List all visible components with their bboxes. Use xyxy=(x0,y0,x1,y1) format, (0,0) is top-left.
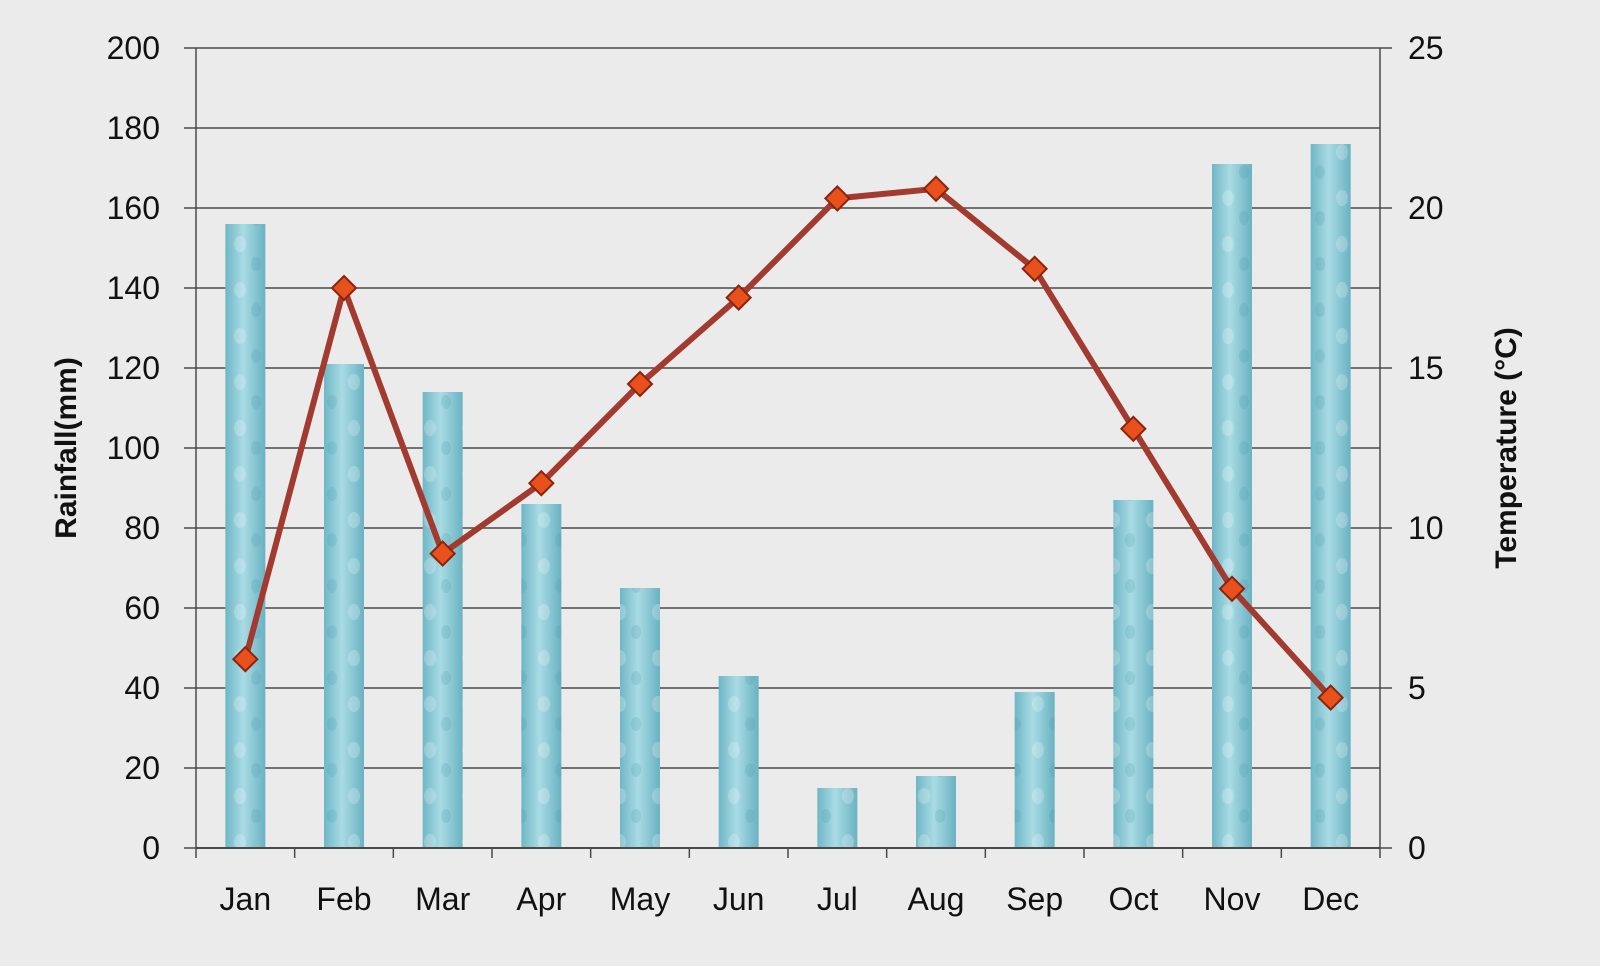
x-tick-label: Nov xyxy=(1204,881,1261,917)
bar-texture xyxy=(1310,144,1351,848)
rainfall-bars xyxy=(225,144,1351,848)
temperature-marker xyxy=(330,274,358,302)
temperature-marker xyxy=(429,540,457,568)
y-tick-label: 0 xyxy=(142,830,160,866)
temperature-marker xyxy=(527,469,555,497)
x-tick-label: Sep xyxy=(1006,881,1063,917)
bar-texture xyxy=(916,776,956,848)
y-tick-label: 80 xyxy=(124,510,160,546)
temperature-marker xyxy=(1119,415,1147,443)
temperature-marker xyxy=(231,645,259,673)
y2-tick-label: 15 xyxy=(1408,350,1444,386)
y-tick-label: 40 xyxy=(124,670,160,706)
bar-texture xyxy=(225,224,266,848)
y-axis-title: Rainfall(mm) xyxy=(50,357,83,539)
y-tick-label: 180 xyxy=(107,110,160,146)
x-tick-label: Aug xyxy=(908,881,965,917)
bar-texture xyxy=(324,364,364,848)
y-tick-label: 60 xyxy=(124,590,160,626)
y-tick-label: 120 xyxy=(107,350,160,386)
x-tick-label: Oct xyxy=(1108,881,1158,917)
bar-texture xyxy=(521,504,562,848)
tick-labels: 0 20 40 60 80 100 120 140 160 180 200 0 5 10 15 20 25 Jan… xyxy=(107,30,1444,917)
x-tick-label: Feb xyxy=(316,881,371,917)
x-tick-label: May xyxy=(610,881,670,917)
temperature-marker xyxy=(823,184,851,212)
axes xyxy=(184,47,1392,858)
x-tick-label: Jan xyxy=(220,881,272,917)
bar-texture xyxy=(620,588,660,848)
bar-texture xyxy=(422,392,463,848)
bar-texture xyxy=(718,676,759,848)
x-tick-label: Dec xyxy=(1302,881,1359,917)
temperature-line-path xyxy=(242,185,1333,700)
y2-tick-label: 0 xyxy=(1408,830,1426,866)
temperature-marker xyxy=(1317,684,1345,712)
y-tick-label: 160 xyxy=(107,190,160,226)
bar-texture xyxy=(1212,164,1252,848)
y2-axis-title: Temperature (°C) xyxy=(1490,327,1523,568)
bar-texture xyxy=(1014,692,1055,848)
y2-tick-label: 20 xyxy=(1408,190,1444,226)
x-tick-label: Apr xyxy=(516,881,566,917)
bar-texture xyxy=(1113,500,1154,848)
grid-lines xyxy=(196,47,1380,849)
temperature-marker xyxy=(626,370,654,398)
temperature-marker xyxy=(1021,255,1049,283)
x-tick-label: Jun xyxy=(713,881,765,917)
bar-texture xyxy=(817,788,858,848)
y2-tick-label: 25 xyxy=(1408,30,1444,66)
y2-tick-label: 5 xyxy=(1408,670,1426,706)
y-tick-label: 200 xyxy=(107,30,160,66)
temperature-marker xyxy=(922,175,950,203)
x-tick-label: Jul xyxy=(817,881,858,917)
x-tick-label: Mar xyxy=(415,881,470,917)
temperature-marker xyxy=(1218,575,1246,603)
temperature-marker xyxy=(725,284,753,312)
y-tick-label: 100 xyxy=(107,430,160,466)
y-tick-label: 20 xyxy=(124,750,160,786)
temperature-line xyxy=(231,175,1345,712)
y-tick-label: 140 xyxy=(107,270,160,306)
y2-tick-label: 10 xyxy=(1408,510,1444,546)
